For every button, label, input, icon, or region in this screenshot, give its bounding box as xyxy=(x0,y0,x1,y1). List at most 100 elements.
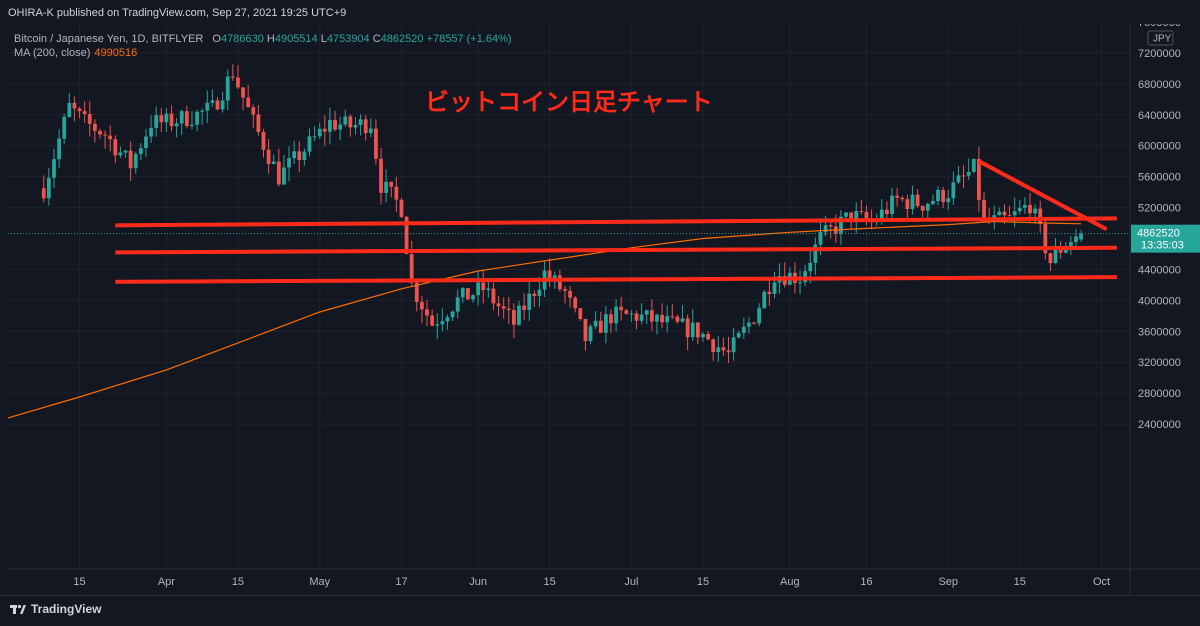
candle-body xyxy=(328,119,332,132)
candle-body xyxy=(619,306,624,311)
candle-body xyxy=(568,290,572,298)
candle-body xyxy=(854,210,859,222)
candle-body xyxy=(895,195,900,198)
candle-body xyxy=(798,282,802,284)
candle-body xyxy=(312,136,317,138)
candle-body xyxy=(363,119,368,134)
candle-body xyxy=(1033,208,1038,214)
candle-body xyxy=(925,203,930,211)
candle-body xyxy=(491,288,496,304)
candle-body xyxy=(322,128,327,132)
candle-body xyxy=(670,316,675,318)
candle-body xyxy=(241,87,245,98)
candle-body xyxy=(624,310,629,314)
candle-body xyxy=(603,314,608,333)
candle-body xyxy=(123,150,128,153)
ma-value: 4990516 xyxy=(94,47,138,59)
candle-body xyxy=(184,111,189,127)
candle-body xyxy=(859,210,864,212)
price-tick-label: 7200000 xyxy=(1138,48,1181,60)
candle-body xyxy=(159,115,164,123)
candle-body xyxy=(317,128,322,137)
candle-body xyxy=(726,350,731,353)
candle-body xyxy=(839,216,843,234)
candle-body xyxy=(276,161,281,185)
candle-body xyxy=(900,197,905,200)
candle-body xyxy=(307,136,312,152)
time-tick-label: 15 xyxy=(232,576,244,588)
candle-body xyxy=(997,211,1002,216)
candle-body xyxy=(220,100,225,110)
candle-body xyxy=(828,225,833,227)
candle-body xyxy=(287,158,291,168)
price-tick-label: 4400000 xyxy=(1138,264,1181,276)
candle-body xyxy=(920,206,925,211)
tradingview-logo[interactable]: TradingView xyxy=(10,602,101,616)
ma-200-line xyxy=(7,220,1082,419)
candle-body xyxy=(282,167,286,185)
candle-body xyxy=(936,189,940,202)
candle-body xyxy=(338,124,343,130)
candle-body xyxy=(246,97,251,108)
candle-body xyxy=(292,151,297,159)
candle-body xyxy=(731,337,736,353)
candle-body xyxy=(414,282,419,302)
candle-body xyxy=(103,134,107,136)
candle-body xyxy=(649,310,654,322)
candle-body xyxy=(92,123,97,131)
candle-body xyxy=(271,161,276,164)
candle-body xyxy=(982,199,986,219)
candle-body xyxy=(455,297,460,312)
time-tick-label: 17 xyxy=(395,576,407,588)
symbol-name[interactable]: Bitcoin / Japanese Yen, 1D, BITFLYER xyxy=(14,33,204,45)
price-tick-label: 5600000 xyxy=(1138,172,1181,184)
candle-body xyxy=(818,232,823,245)
candle-body xyxy=(931,201,935,204)
ohlc-values: O4786630 H4905514 L4753904 C4862520 +785… xyxy=(212,33,512,45)
candle-body xyxy=(256,114,261,133)
chart-annotation-title: ビットコイン日足チャート xyxy=(425,88,713,116)
candle-body xyxy=(522,305,527,310)
time-tick-label: 15 xyxy=(73,576,85,588)
candle-body xyxy=(374,128,378,159)
candle-body xyxy=(910,194,915,210)
tradingview-logo-icon xyxy=(10,604,26,614)
candle-body xyxy=(149,127,153,137)
candle-body xyxy=(588,326,593,342)
candle-body xyxy=(716,347,721,353)
candle-body xyxy=(772,282,777,294)
candle-body xyxy=(57,138,61,160)
candle-body xyxy=(752,322,756,324)
time-tick-label: Aug xyxy=(780,576,800,588)
candle-body xyxy=(971,158,976,172)
candle-body xyxy=(348,116,353,128)
last-price-label: 4862520 xyxy=(1137,228,1180,240)
candle-body xyxy=(956,175,961,183)
candle-body xyxy=(409,254,414,283)
candle-body xyxy=(333,119,337,130)
time-tick-label: Jul xyxy=(624,576,638,588)
candle-body xyxy=(1028,204,1032,214)
drawn-trendline xyxy=(115,275,1117,284)
ma-line: MA (200, close) 4990516 xyxy=(14,46,512,60)
candle-body xyxy=(808,262,813,272)
drawn-trendline xyxy=(115,216,1117,228)
candle-body xyxy=(384,181,389,193)
candle-body xyxy=(476,282,481,296)
candle-body xyxy=(695,322,700,338)
candle-body xyxy=(41,188,46,199)
candle-body xyxy=(1053,249,1058,264)
candle-body xyxy=(394,186,399,200)
candle-body xyxy=(67,102,72,117)
candle-body xyxy=(614,306,618,324)
ma-name[interactable]: MA (200, close) xyxy=(14,47,91,59)
candle-body xyxy=(215,100,220,110)
candle-body xyxy=(946,198,951,203)
candle-body xyxy=(297,151,302,161)
candle-body xyxy=(747,322,751,327)
candle-body xyxy=(420,301,424,310)
candle-body xyxy=(210,100,215,103)
candle-body xyxy=(1002,211,1007,216)
candle-body xyxy=(660,314,664,323)
